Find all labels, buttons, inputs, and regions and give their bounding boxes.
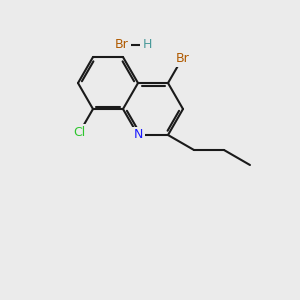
Text: Cl: Cl — [74, 126, 86, 139]
Text: H: H — [142, 38, 152, 52]
Text: N: N — [133, 128, 143, 142]
Text: Br: Br — [115, 38, 129, 52]
Text: Br: Br — [176, 52, 189, 65]
